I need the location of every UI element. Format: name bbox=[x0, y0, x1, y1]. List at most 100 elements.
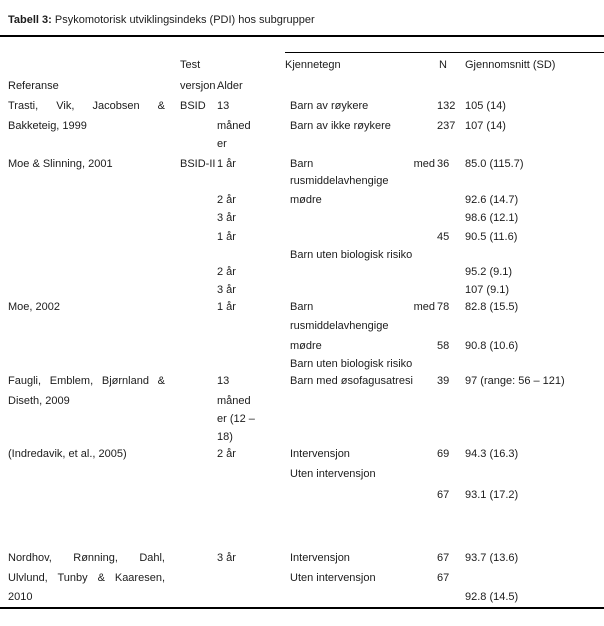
referanse-cell: Bakketeig, 1999 bbox=[8, 120, 87, 132]
caption-label: Tabell 3: bbox=[8, 14, 52, 26]
alder-cell: 1 år bbox=[217, 301, 236, 313]
alder-cell: 13 bbox=[217, 375, 230, 387]
table-row: Uten intervensjon bbox=[0, 465, 604, 484]
table-header-row-2: Referanse versjon Alder bbox=[0, 77, 604, 96]
referanse-cell: Diseth, 2009 bbox=[8, 395, 70, 407]
gjennomsnitt-cell: 92.8 (14.5) bbox=[465, 591, 519, 603]
gjennomsnitt-cell: 93.1 (17.2) bbox=[465, 489, 519, 501]
table-caption: Tabell 3: Psykomotorisk utviklingsindeks… bbox=[8, 11, 315, 30]
alder-cell: 3 år bbox=[217, 284, 236, 296]
kjennetegn-cell: Barn uten biologisk risiko bbox=[290, 358, 413, 370]
table-row: er bbox=[0, 135, 604, 154]
column-header-referanse: Referanse bbox=[8, 80, 59, 92]
column-header-n: N bbox=[439, 59, 447, 71]
n-cell: 67 bbox=[437, 552, 450, 564]
table-row: Ulvlund, Tunby & Kaaresen, Uten interven… bbox=[0, 569, 604, 588]
table-row: Bakketeig, 1999 måned Barn av ikke røyke… bbox=[0, 117, 604, 136]
testversjon-cell: BSID-II bbox=[180, 158, 216, 170]
kjennetegn-cell: Barn av ikke røykere bbox=[290, 120, 391, 132]
table-row: Barn uten biologisk risiko bbox=[0, 246, 604, 265]
table-row: Trasti, Vik, Jacobsen & BSID 13 Barn av … bbox=[0, 97, 604, 116]
kjennetegn-cell: mødre bbox=[290, 340, 322, 352]
table-row: rusmiddelavhengige bbox=[0, 172, 604, 191]
gjennomsnitt-cell: 98.6 (12.1) bbox=[465, 212, 519, 224]
gjennomsnitt-cell: 105 (14) bbox=[465, 100, 506, 112]
alder-cell: 2 år bbox=[217, 266, 236, 278]
kjennetegn-cell: Intervensjon bbox=[290, 552, 350, 564]
column-header-gjennomsnitt: Gjennomsnitt (SD) bbox=[465, 59, 556, 71]
table-row: mødre 58 90.8 (10.6) bbox=[0, 337, 604, 356]
column-header-alder: Alder bbox=[217, 80, 243, 92]
kjennetegn-cell: Barn med bbox=[290, 301, 435, 313]
referanse-cell: Moe & Slinning, 2001 bbox=[8, 158, 113, 170]
column-header-testversjon: Test bbox=[180, 59, 201, 71]
gjennomsnitt-cell: 90.5 (11.6) bbox=[465, 231, 518, 243]
gjennomsnitt-cell: 107 (14) bbox=[465, 120, 506, 132]
alder-cell: 2 år bbox=[217, 448, 236, 460]
table-row: Faugli, Emblem, Bjørnland & 13 Barn med … bbox=[0, 372, 604, 391]
alder-cell: 1 år bbox=[217, 231, 236, 243]
alder-cell: 13 bbox=[217, 100, 230, 112]
kjennetegn-cell: Uten intervensjon bbox=[290, 468, 376, 480]
table-row: Diseth, 2009 måned bbox=[0, 392, 604, 411]
alder-cell: er bbox=[217, 138, 227, 150]
kjennetegn-cell: rusmiddelavhengige bbox=[290, 175, 389, 187]
caption-text: Psykomotorisk utviklingsindeks (PDI) hos… bbox=[51, 14, 315, 26]
table-row: 18) bbox=[0, 428, 604, 447]
table-row: 2 år 95.2 (9.1) bbox=[0, 263, 604, 282]
n-cell: 58 bbox=[437, 340, 450, 352]
gjennomsnitt-cell: 93.7 (13.6) bbox=[465, 552, 519, 564]
testversjon-cell: BSID bbox=[180, 100, 206, 112]
alder-cell: måned bbox=[217, 395, 251, 407]
n-cell: 237 bbox=[437, 120, 456, 132]
alder-cell: 2 år bbox=[217, 194, 236, 206]
table-row: 3 år 107 (9.1) bbox=[0, 281, 604, 300]
column-header-kjennetegn: Kjennetegn bbox=[285, 59, 341, 71]
table-row: rusmiddelavhengige bbox=[0, 317, 604, 336]
kjennetegn-cell: mødre bbox=[290, 194, 322, 206]
referanse-cell: Trasti, Vik, Jacobsen & bbox=[8, 100, 165, 112]
gjennomsnitt-cell: 82.8 (15.5) bbox=[465, 301, 519, 313]
kjennetegn-cell: rusmiddelavhengige bbox=[290, 320, 389, 332]
column-header-testversjon-line2: versjon bbox=[180, 80, 216, 92]
gjennomsnitt-cell: 90.8 (10.6) bbox=[465, 340, 519, 352]
referanse-cell: (Indredavik, et al., 2005) bbox=[8, 448, 127, 460]
referanse-cell: Nordhov, Rønning, Dahl, bbox=[8, 552, 165, 564]
gjennomsnitt-cell: 95.2 (9.1) bbox=[465, 266, 513, 278]
gjennomsnitt-cell: 92.6 (14.7) bbox=[465, 194, 519, 206]
gjennomsnitt-cell: 94.3 (16.3) bbox=[465, 448, 519, 460]
kjennetegn-group-rule bbox=[285, 52, 604, 53]
table-row: Moe, 2002 1 år Barn med 78 82.8 (15.5) bbox=[0, 298, 604, 317]
kjennetegn-cell: Intervensjon bbox=[290, 448, 350, 460]
alder-cell: 3 år bbox=[217, 212, 236, 224]
n-cell: 36 bbox=[437, 158, 450, 170]
alder-cell: måned bbox=[217, 120, 251, 132]
table-row: 3 år 98.6 (12.1) bbox=[0, 209, 604, 228]
referanse-cell: Moe, 2002 bbox=[8, 301, 60, 313]
kjennetegn-cell: Barn med øsofagusatresi bbox=[290, 375, 413, 387]
n-cell: 45 bbox=[437, 231, 450, 243]
table-row: (Indredavik, et al., 2005) 2 år Interven… bbox=[0, 445, 604, 464]
kjennetegn-cell: Barn uten biologisk risiko bbox=[290, 249, 413, 261]
table-bottom-rule bbox=[0, 607, 604, 609]
table-row: 2010 92.8 (14.5) bbox=[0, 588, 604, 607]
alder-cell: 18) bbox=[217, 431, 233, 443]
referanse-cell: Ulvlund, Tunby & Kaaresen, bbox=[8, 572, 165, 584]
n-cell: 67 bbox=[437, 489, 450, 501]
n-cell: 67 bbox=[437, 572, 450, 584]
gjennomsnitt-cell: 85.0 (115.7) bbox=[465, 158, 524, 170]
table-row: Barn uten biologisk risiko bbox=[0, 355, 604, 374]
kjennetegn-cell: Barn av røykere bbox=[290, 100, 369, 112]
alder-cell: er (12 – bbox=[217, 413, 255, 425]
n-cell: 69 bbox=[437, 448, 450, 460]
alder-cell: 1 år bbox=[217, 158, 236, 170]
table-row: 67 93.1 (17.2) bbox=[0, 486, 604, 505]
table-row: Nordhov, Rønning, Dahl, 3 år Intervensjo… bbox=[0, 549, 604, 568]
table-row: er (12 – bbox=[0, 410, 604, 429]
table-row: 2 år mødre 92.6 (14.7) bbox=[0, 191, 604, 210]
n-cell: 39 bbox=[437, 375, 450, 387]
table-header-row-1: Test Kjennetegn N Gjennomsnitt (SD) bbox=[0, 56, 604, 75]
table-row: Moe & Slinning, 2001 BSID-II 1 år Barn m… bbox=[0, 155, 604, 174]
n-cell: 132 bbox=[437, 100, 456, 112]
